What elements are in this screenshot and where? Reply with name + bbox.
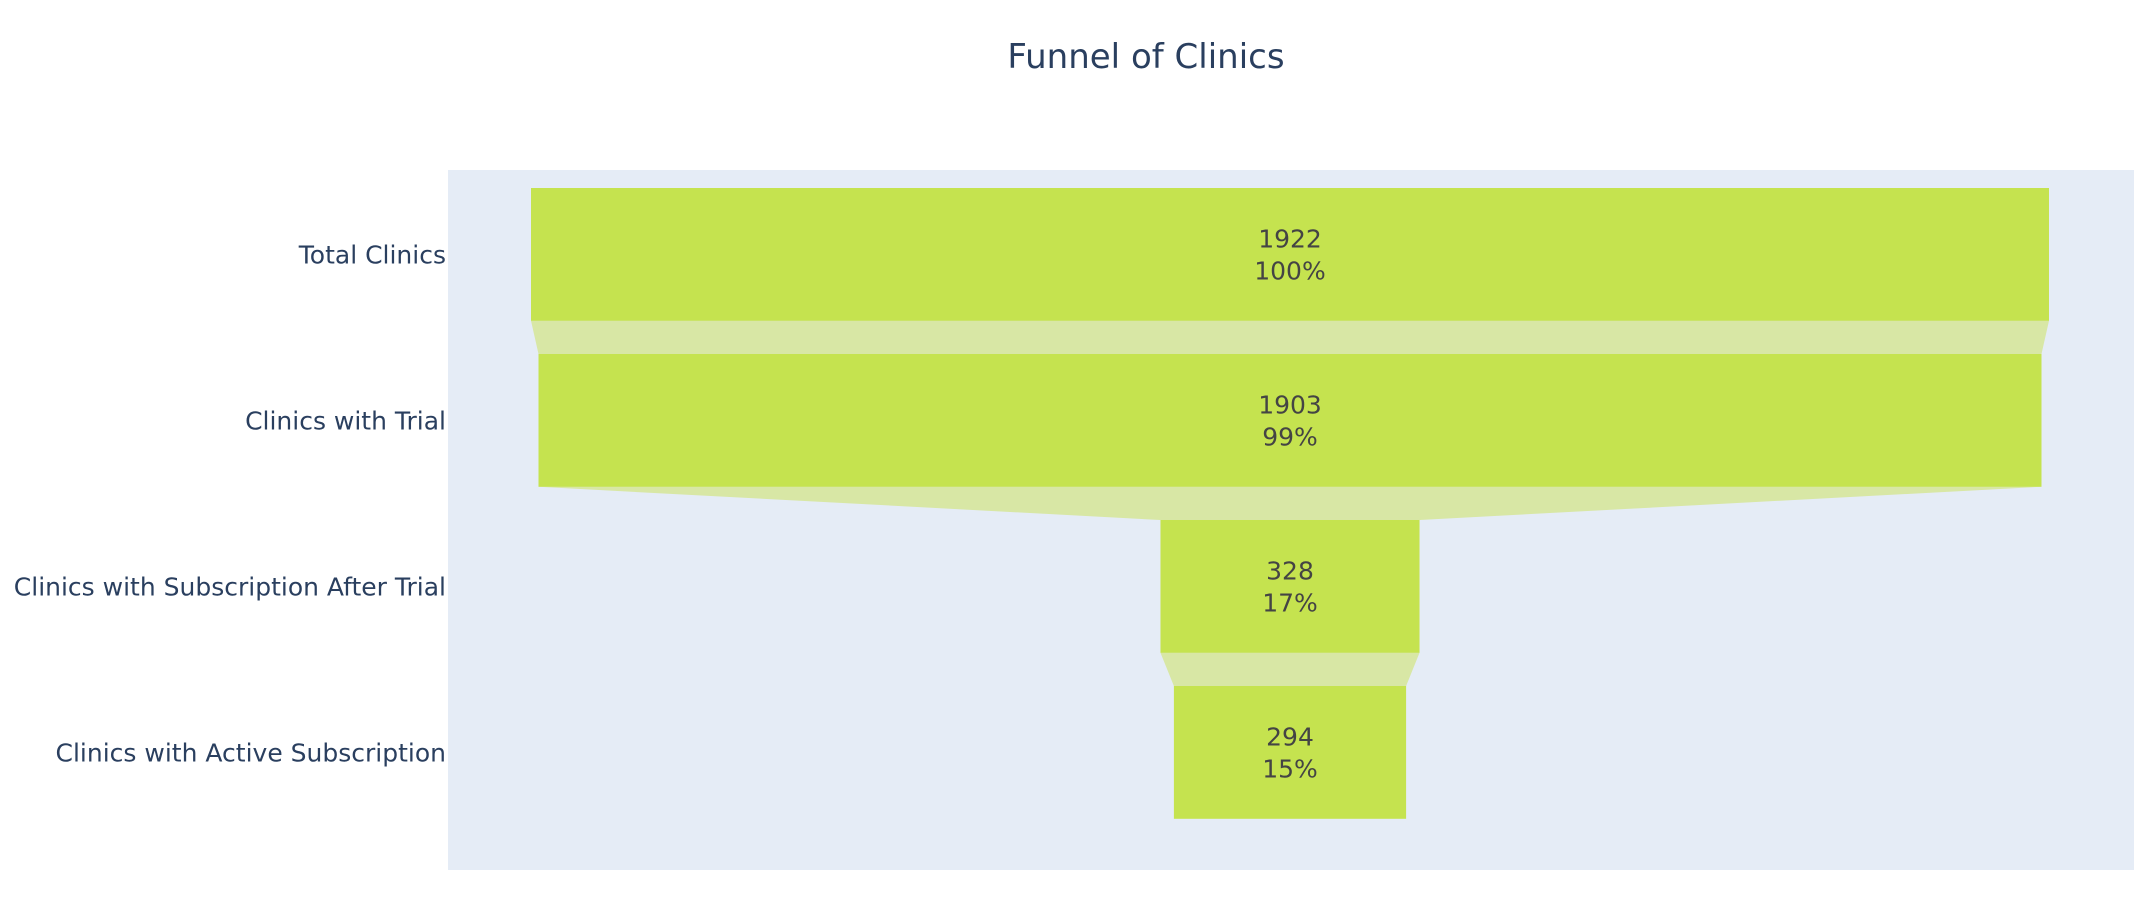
funnel-percent-label: 99% xyxy=(1262,422,1318,451)
funnel-value-label: 1903 xyxy=(1258,390,1322,419)
funnel-percent-label: 17% xyxy=(1262,588,1318,617)
funnel-stage-label: Clinics with Trial xyxy=(245,406,446,435)
funnel-stage-label: Clinics with Active Subscription xyxy=(56,738,446,767)
funnel-bars xyxy=(531,188,2049,819)
funnel-value-label: 328 xyxy=(1266,556,1314,585)
funnel-connector xyxy=(531,320,2049,354)
funnel-bar xyxy=(1160,520,1420,653)
funnel-stage-label: Total Clinics xyxy=(298,240,446,269)
funnel-percent-label: 100% xyxy=(1254,256,1325,285)
funnel-bar xyxy=(538,354,2042,487)
funnel-value-label: 1922 xyxy=(1258,224,1322,253)
funnel-data-labels: 1922 100% 1903 99% 328 17% 294 15% xyxy=(1254,224,1325,783)
funnel-percent-label: 15% xyxy=(1262,754,1318,783)
chart-title: Funnel of Clinics xyxy=(1007,37,1284,77)
funnel-bar xyxy=(1173,686,1407,819)
funnel-stage-labels: Total Clinics Clinics with Trial Clinics w… xyxy=(14,240,446,767)
funnel-bar xyxy=(531,188,2049,321)
funnel-connector xyxy=(538,486,2042,520)
funnel-connectors xyxy=(531,320,2049,686)
funnel-value-label: 294 xyxy=(1266,722,1314,751)
funnel-stage-label: Clinics with Subscription After Trial xyxy=(14,572,446,601)
funnel-connector xyxy=(1160,652,1420,686)
